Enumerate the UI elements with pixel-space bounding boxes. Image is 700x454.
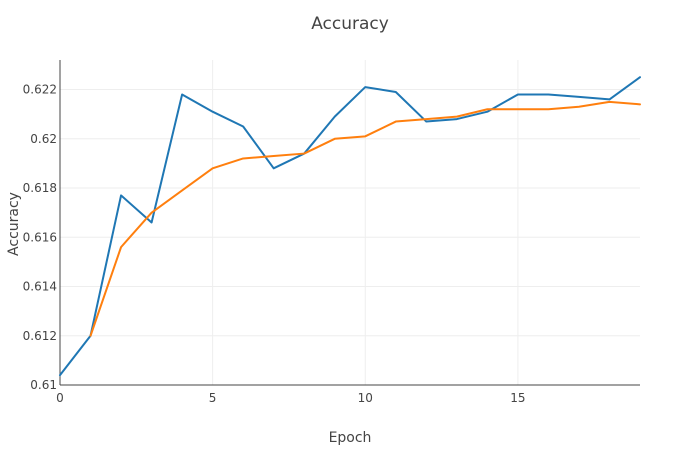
x-tick-label: 15 [510,391,525,405]
y-axis-title: Accuracy [6,192,22,256]
series-line-1 [59,76,641,377]
y-tick-label: 0.614 [23,280,57,294]
axis-layer [59,60,640,386]
y-tick-label: 0.622 [23,83,57,97]
y-tick-label: 0.618 [23,181,57,195]
x-tick-labels: 0 5 10 15 [56,391,525,405]
y-tick-label: 0.612 [23,329,57,343]
series-layer [59,76,641,377]
x-axis-title: Epoch [329,430,372,446]
y-tick-labels: 0.61 0.612 0.614 0.616 0.618 0.62 0.622 [23,83,57,392]
y-tick-label: 0.62 [30,132,57,146]
y-tick-label: 0.61 [30,378,57,392]
y-tick-label: 0.616 [23,230,57,244]
series-line-2 [89,100,641,337]
x-tick-label: 10 [358,391,373,405]
x-tick-label: 0 [56,391,64,405]
chart-title: Accuracy [311,14,389,34]
x-tick-label: 5 [209,391,217,405]
